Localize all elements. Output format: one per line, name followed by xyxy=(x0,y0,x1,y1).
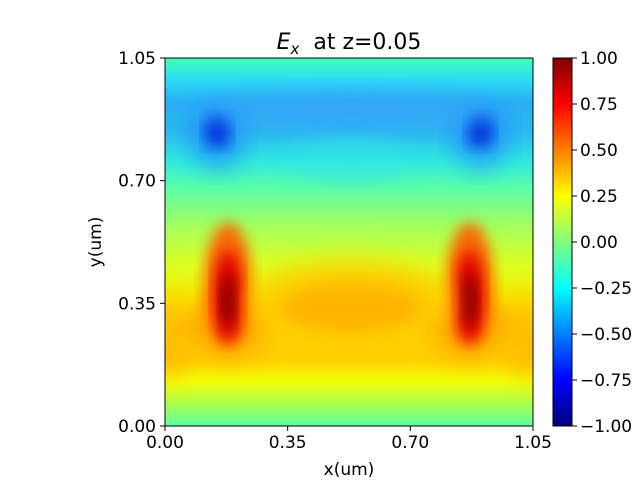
heatmap-cell xyxy=(467,115,494,148)
x-tick-label: 0.00 xyxy=(146,433,184,453)
chart-title: Ex at z=0.05 xyxy=(277,30,422,58)
y-tick-label: 0.35 xyxy=(118,294,156,314)
colorbar-tick-label: 0.25 xyxy=(580,187,618,207)
heatmap-cell xyxy=(280,283,421,332)
heatmap-cell xyxy=(204,115,231,148)
colorbar-tick-label: 1.00 xyxy=(580,49,618,69)
heatmap-cell xyxy=(295,141,406,178)
heatmap-cell xyxy=(461,274,478,327)
colorbar-axis: 1.00 0.75 0.50 0.25 0.00 −0.25 −0.50 −0.75 −1.00 xyxy=(572,49,632,437)
x-tick-label: 0.35 xyxy=(269,433,307,453)
y-tick-label: 0.70 xyxy=(118,172,156,192)
colorbar-tick-label: −0.75 xyxy=(580,371,632,391)
heatmap-cell xyxy=(507,289,533,380)
y-axis-label: y(um) xyxy=(86,217,106,268)
heatmap-cell xyxy=(220,274,237,327)
colorbar-tick-label: −0.50 xyxy=(580,325,632,345)
x-tick-label: 0.70 xyxy=(391,433,429,453)
colorbar-tick-label: −0.25 xyxy=(580,279,632,299)
heatmap-cell xyxy=(200,90,501,131)
colorbar-tick-label: 0.75 xyxy=(580,95,618,115)
heatmap-cell xyxy=(165,289,191,380)
x-tick-label: 1.05 xyxy=(514,433,552,453)
y-tick-label: 1.05 xyxy=(118,49,156,69)
y-tick-label: 0.00 xyxy=(118,417,156,437)
colorbar-tick-label: 0.00 xyxy=(580,233,618,253)
x-axis: 0.00 0.35 0.70 1.05 xyxy=(146,426,552,453)
x-axis-label: x(um) xyxy=(324,460,375,480)
colorbar-tick-label: 0.50 xyxy=(580,141,618,161)
y-axis: 0.00 0.35 0.70 1.05 xyxy=(118,49,165,437)
colorbar-tick-label: −1.00 xyxy=(580,417,632,437)
colorbar xyxy=(552,57,573,427)
heatmap-field xyxy=(165,58,533,426)
plot-frame xyxy=(164,57,534,427)
